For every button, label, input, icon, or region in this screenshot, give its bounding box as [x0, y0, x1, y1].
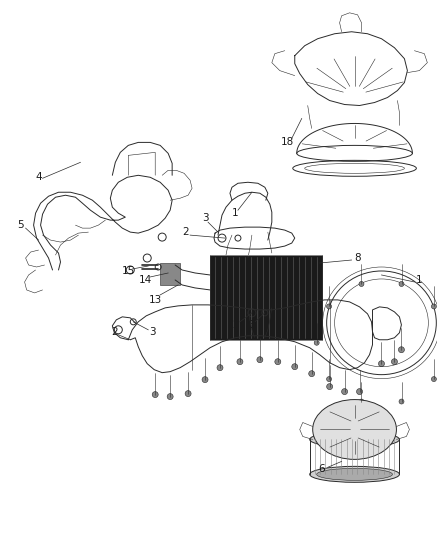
Circle shape [431, 377, 436, 382]
Circle shape [357, 389, 363, 394]
Text: 1: 1 [232, 208, 238, 218]
Text: 1: 1 [416, 275, 423, 285]
Circle shape [327, 304, 332, 309]
Text: 3: 3 [202, 213, 208, 223]
Circle shape [399, 399, 404, 404]
Circle shape [327, 384, 332, 390]
Circle shape [314, 340, 319, 345]
Circle shape [257, 357, 263, 362]
Text: 15: 15 [122, 266, 135, 276]
Circle shape [399, 281, 404, 286]
Circle shape [309, 370, 314, 377]
Ellipse shape [310, 432, 399, 447]
Circle shape [237, 359, 243, 365]
Circle shape [217, 365, 223, 370]
Text: 2: 2 [111, 327, 118, 337]
Text: 18: 18 [281, 138, 294, 148]
Text: 5: 5 [18, 220, 24, 230]
Text: 3: 3 [249, 320, 255, 330]
Circle shape [185, 391, 191, 397]
Circle shape [359, 281, 364, 286]
Circle shape [152, 392, 158, 398]
Circle shape [399, 347, 404, 353]
Circle shape [378, 361, 385, 367]
Ellipse shape [313, 400, 396, 459]
Text: 8: 8 [354, 253, 361, 263]
Text: 2: 2 [233, 320, 239, 330]
Circle shape [431, 304, 436, 309]
Text: 3: 3 [149, 327, 155, 337]
Circle shape [327, 377, 332, 382]
Ellipse shape [317, 469, 392, 480]
Circle shape [392, 359, 397, 365]
Bar [160, 263, 180, 285]
Circle shape [202, 377, 208, 383]
Text: 6: 6 [318, 464, 325, 474]
Text: 14: 14 [138, 275, 152, 285]
Text: 2: 2 [182, 227, 188, 237]
Circle shape [167, 393, 173, 400]
Ellipse shape [310, 466, 399, 482]
Circle shape [342, 389, 348, 394]
Text: 13: 13 [148, 295, 162, 305]
Circle shape [359, 399, 364, 404]
Circle shape [292, 364, 298, 370]
Text: 4: 4 [35, 172, 42, 182]
Bar [210, 255, 321, 340]
Circle shape [275, 359, 281, 365]
